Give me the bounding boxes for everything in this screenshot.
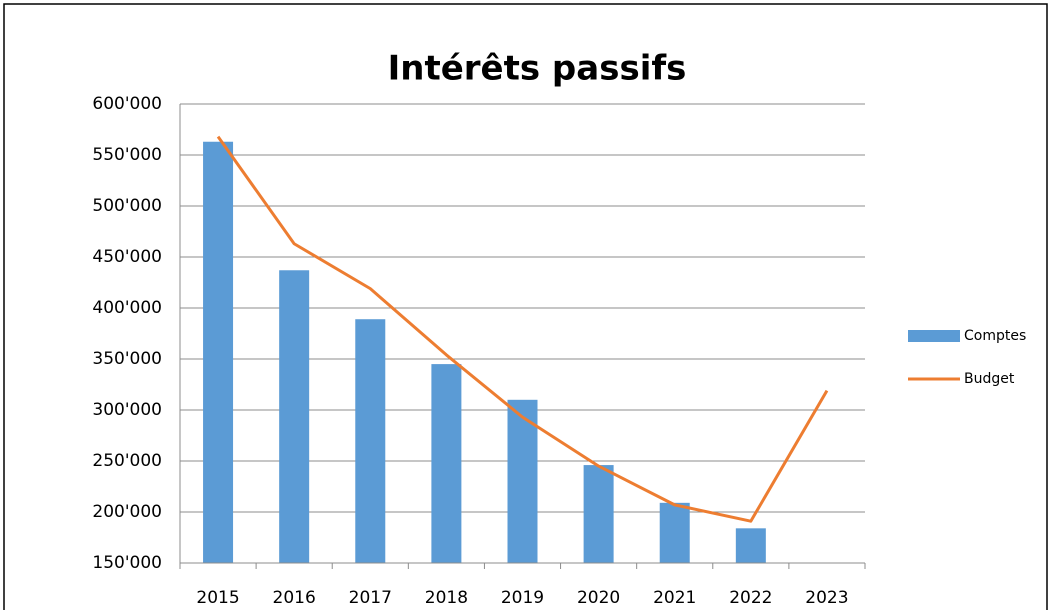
bar: [279, 270, 310, 563]
y-tick-label: 550'000: [92, 145, 162, 165]
legend-swatch: [908, 330, 960, 342]
y-tick-label: 250'000: [92, 451, 162, 471]
x-tick-label: 2015: [196, 588, 239, 608]
x-tick-label: 2023: [805, 588, 848, 608]
x-tick-label: 2016: [273, 588, 316, 608]
x-tick-label: 2017: [349, 588, 392, 608]
legend-label: Comptes: [964, 328, 1026, 344]
y-tick-label: 150'000: [92, 553, 162, 573]
y-tick-label: 400'000: [92, 298, 162, 318]
y-tick-label: 600'000: [92, 94, 162, 114]
y-tick-label: 450'000: [92, 247, 162, 267]
y-tick-label: 350'000: [92, 349, 162, 369]
y-tick-label: 200'000: [92, 502, 162, 522]
x-tick-label: 2019: [501, 588, 544, 608]
x-tick-label: 2021: [653, 588, 696, 608]
bar: [431, 364, 462, 563]
bar: [203, 141, 234, 564]
bar: [507, 399, 538, 563]
bar: [659, 502, 690, 563]
bar: [583, 465, 614, 563]
legend-label: Budget: [964, 371, 1015, 387]
bar: [735, 528, 766, 563]
chart-title: Intérêts passifs: [388, 49, 687, 89]
y-tick-label: 500'000: [92, 196, 162, 216]
x-tick-label: 2022: [729, 588, 772, 608]
y-tick-label: 300'000: [92, 400, 162, 420]
x-tick-label: 2018: [425, 588, 468, 608]
x-tick-label: 2020: [577, 588, 620, 608]
line: [216, 135, 829, 523]
bar: [355, 319, 386, 563]
